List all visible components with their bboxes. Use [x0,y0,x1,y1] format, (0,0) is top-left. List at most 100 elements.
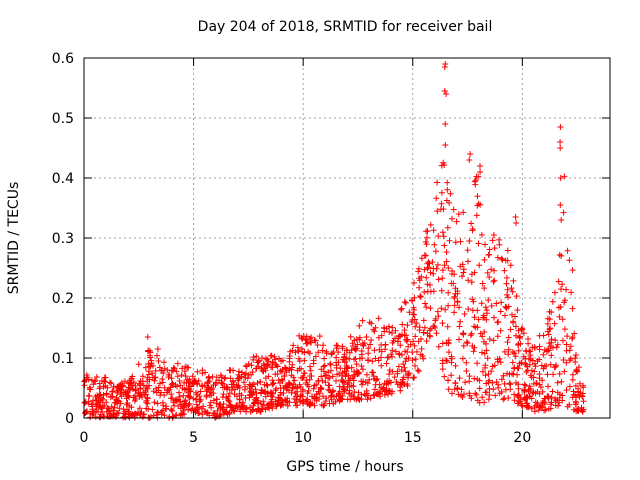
data-point [264,382,271,389]
data-point [270,380,277,387]
data-point [277,367,284,374]
data-point [111,404,118,411]
data-point [522,395,529,402]
data-point [208,392,215,399]
data-point [272,356,279,363]
data-point [468,395,475,402]
data-point [139,373,146,380]
data-point [385,354,392,360]
data-point [430,227,437,234]
x-tick-label: 20 [513,430,531,446]
data-point [265,373,272,380]
data-point [179,385,186,392]
data-point [447,190,454,197]
data-point [326,387,333,394]
data-point [498,255,505,262]
data-point [306,350,313,357]
data-point [401,332,408,339]
data-point [472,390,479,397]
data-point [482,372,489,379]
data-point [465,306,472,312]
data-point [481,329,488,335]
data-point [272,398,279,405]
data-point [429,259,436,265]
data-point [401,381,408,388]
data-point [483,389,490,396]
data-point [499,256,506,263]
data-point [417,294,424,300]
data-point [365,392,372,399]
data-point [189,405,196,412]
data-point [275,397,282,404]
data-point [466,157,473,163]
data-point [158,411,165,418]
data-point [404,322,411,329]
data-point [508,285,515,292]
data-point [551,289,558,296]
data-point [546,340,553,347]
data-point [359,366,366,373]
data-point [218,374,225,380]
data-point [212,379,219,386]
data-point [322,379,329,386]
data-point [168,406,175,413]
data-point [377,393,383,400]
data-point [434,208,441,215]
data-point [552,395,559,402]
data-point [104,405,111,411]
data-point [501,395,508,402]
data-point [249,381,256,388]
data-point [90,397,96,404]
data-point [280,401,287,408]
x-tick-label: 0 [80,430,89,446]
data-point [365,345,372,352]
data-point [439,275,446,282]
data-point [320,363,327,370]
data-point [456,323,463,330]
data-point [389,330,395,336]
data-point [322,372,329,379]
data-point [471,269,478,276]
data-point [371,386,378,393]
data-point [295,348,302,355]
data-point [549,388,556,395]
data-point [344,364,350,371]
data-point [149,374,156,381]
data-point [344,383,351,390]
data-point [399,331,405,338]
data-point [280,390,287,397]
data-point [339,343,346,350]
data-point [561,326,568,333]
data-point [339,378,346,385]
data-point [556,394,563,401]
data-point [571,330,578,337]
data-point [427,221,434,228]
data-point [129,411,136,418]
data-point [113,387,120,394]
data-point [518,359,525,366]
data-point [375,315,382,322]
data-point [443,258,450,265]
data-point [205,375,212,381]
data-point [354,341,361,348]
data-point [108,380,115,387]
data-point [445,386,452,393]
x-axis-label: GPS time / hours [286,459,403,475]
data-point [563,359,570,366]
data-point [546,326,553,333]
data-point [303,396,310,403]
data-point [129,373,136,380]
data-point [423,228,430,235]
data-point [142,364,149,371]
data-point [206,402,213,409]
data-point [445,377,451,384]
data-point [570,388,577,395]
data-point [514,307,521,314]
data-point [460,331,467,338]
data-point [442,306,449,313]
data-point [319,377,326,384]
data-point [435,233,442,240]
data-point [352,347,359,354]
data-point [146,352,153,359]
data-point [227,402,233,409]
